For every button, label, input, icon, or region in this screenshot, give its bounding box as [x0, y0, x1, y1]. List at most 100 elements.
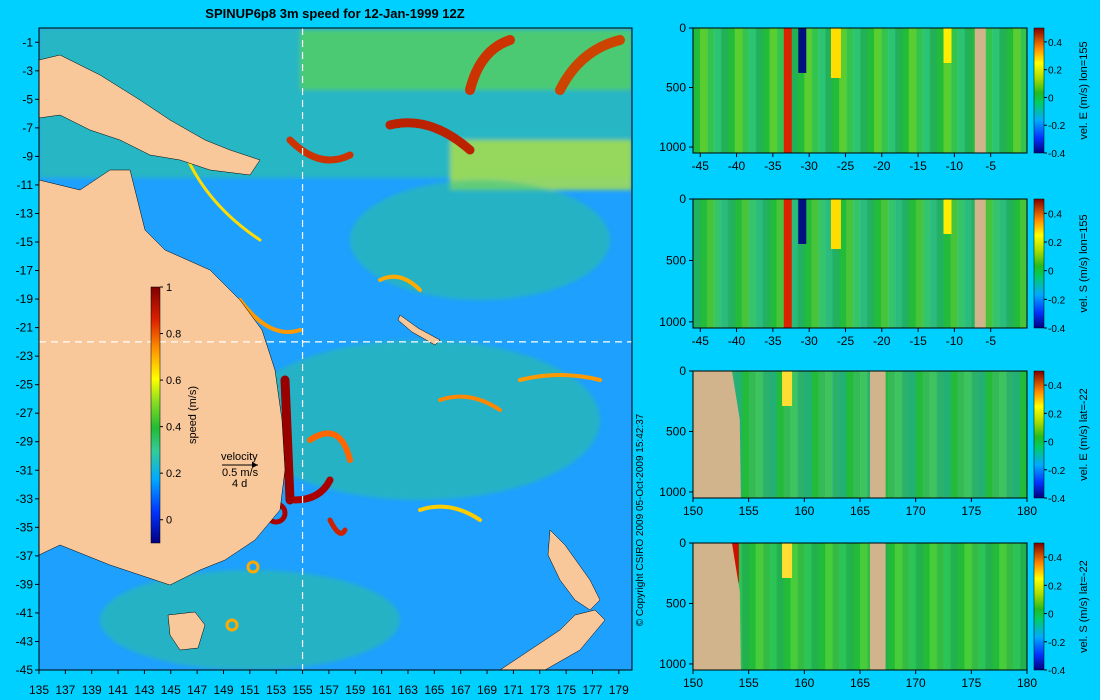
section-stripe: [811, 371, 820, 498]
section-field-texture: [693, 543, 1027, 670]
section-stripe: [887, 199, 896, 328]
section-x-tick-label: 180: [1017, 504, 1037, 518]
velocity-colorbar-tick-label: 0.4: [1048, 381, 1062, 392]
section-stripe: [832, 28, 841, 153]
velocity-colorbar-ramp: [1033, 198, 1045, 329]
section-stripe: [950, 543, 959, 670]
land-australia: [39, 169, 286, 586]
section-stripe: [894, 28, 903, 153]
section-stripe: [1013, 543, 1022, 670]
section-stripe: [727, 28, 736, 153]
section-stripe: [804, 543, 813, 670]
section-stripe: [880, 28, 889, 153]
section-land: [693, 543, 741, 670]
section-stripe: [887, 371, 896, 498]
section-stripe: [839, 371, 848, 498]
section-stripe: [971, 543, 980, 670]
section-stripe: [978, 543, 987, 670]
section-stripe: [1020, 543, 1027, 670]
section-x-tick-label: 180: [1017, 676, 1037, 690]
map-y-tick-label: -39: [16, 577, 34, 591]
section-x-tick-label: -25: [837, 159, 855, 173]
section-stripe: [908, 199, 917, 328]
section-stripe: [915, 199, 924, 328]
section-stripe: [1013, 28, 1022, 153]
map-x-tick-label: 141: [108, 683, 128, 697]
section-jet-band: [783, 28, 792, 153]
map-x-tick-label: 171: [503, 683, 523, 697]
section-stripe: [901, 543, 910, 670]
section-jet-band: [783, 199, 792, 328]
speed-colorbar-tick-label: 0.4: [166, 422, 181, 434]
map-y-tick-label: -1: [22, 35, 33, 49]
section-x-tick-label: 155: [739, 504, 759, 518]
map-y-tick-label: -13: [16, 206, 34, 220]
section-stripe: [943, 543, 952, 670]
section-land: [693, 371, 741, 498]
section-stripe: [880, 199, 889, 328]
map-x-tick-label: 155: [293, 683, 313, 697]
section-stripe: [748, 371, 757, 498]
section-stripe: [901, 28, 910, 153]
section-x-tick-label: -30: [801, 159, 819, 173]
velocity-colorbar-tick-label: 0: [1048, 93, 1054, 104]
section-stripe: [860, 199, 868, 328]
section-stripe: [964, 199, 973, 328]
section-stripe: [790, 543, 799, 670]
section-stripe: [887, 543, 896, 670]
section-stripe: [999, 199, 1008, 328]
velocity-colorbar-tick-label: 0: [1048, 438, 1054, 449]
section-stripe: [957, 543, 966, 670]
section-panel-3: 150 155 160 165 170 175 180 0 500 1000 0.4 0.2 0 -0.2…: [659, 364, 1090, 518]
section-stripe: [866, 28, 875, 153]
section-stripe: [734, 28, 743, 153]
map-x-tick-label: 137: [55, 683, 75, 697]
section-stripe: [915, 543, 924, 670]
section-y-tick-label: 0: [679, 536, 686, 550]
section-jet-band: [782, 371, 793, 406]
section-stripe: [797, 199, 806, 328]
section-stripe: [1006, 543, 1015, 670]
section-stripe: [734, 199, 743, 328]
section-stripe: [950, 371, 959, 498]
section-x-tick-label: 155: [739, 676, 759, 690]
section-stripe: [825, 543, 834, 670]
section-stripe: [943, 28, 952, 153]
section-x-tick-label: -40: [728, 159, 746, 173]
section-stripe: [922, 199, 931, 328]
section-stripe: [936, 371, 945, 498]
section-jet-band: [943, 199, 952, 234]
map-y-tick-label: -3: [22, 64, 33, 78]
velocity-colorbar-tick-label: 0.4: [1048, 38, 1062, 49]
map-x-tick-label: 151: [240, 683, 260, 697]
map-y-tick-label: -5: [22, 92, 33, 106]
velocity-colorbar-tick-label: -0.2: [1048, 295, 1066, 306]
section-stripe: [811, 28, 820, 153]
section-stripe: [748, 199, 757, 328]
speed-colorbar-tick-label: 0: [166, 515, 172, 527]
map-y-tick-label: -43: [16, 634, 34, 648]
velocity-colorbar-tick-label: -0.4: [1048, 324, 1066, 335]
section-x-tick-label: -5: [985, 159, 996, 173]
section-x-tick-label: 175: [961, 504, 981, 518]
section-stripe: [985, 371, 994, 498]
map-x-tick-label: 173: [530, 683, 550, 697]
section-stripe: [1013, 371, 1022, 498]
section-stripe: [755, 543, 764, 670]
chart-title: SPINUP6p8 3m speed for 12-Jan-1999 12Z: [205, 6, 464, 21]
section-stripe: [873, 28, 882, 153]
map-x-tick-label: 153: [266, 683, 286, 697]
section-stripe: [992, 543, 1001, 670]
section-stripe: [741, 371, 750, 498]
section-stripe: [839, 28, 848, 153]
land-new-zealand-north: [547, 529, 601, 611]
section-stripe: [873, 199, 882, 328]
current-streaks: [178, 35, 625, 632]
section-stripe: [762, 28, 771, 153]
section-y-tick-label: 1000: [659, 140, 686, 154]
section-land: [974, 28, 986, 153]
velocity-colorbar-tick-label: -0.2: [1048, 121, 1066, 132]
section-stripe: [929, 199, 938, 328]
section-stripe: [985, 28, 994, 153]
